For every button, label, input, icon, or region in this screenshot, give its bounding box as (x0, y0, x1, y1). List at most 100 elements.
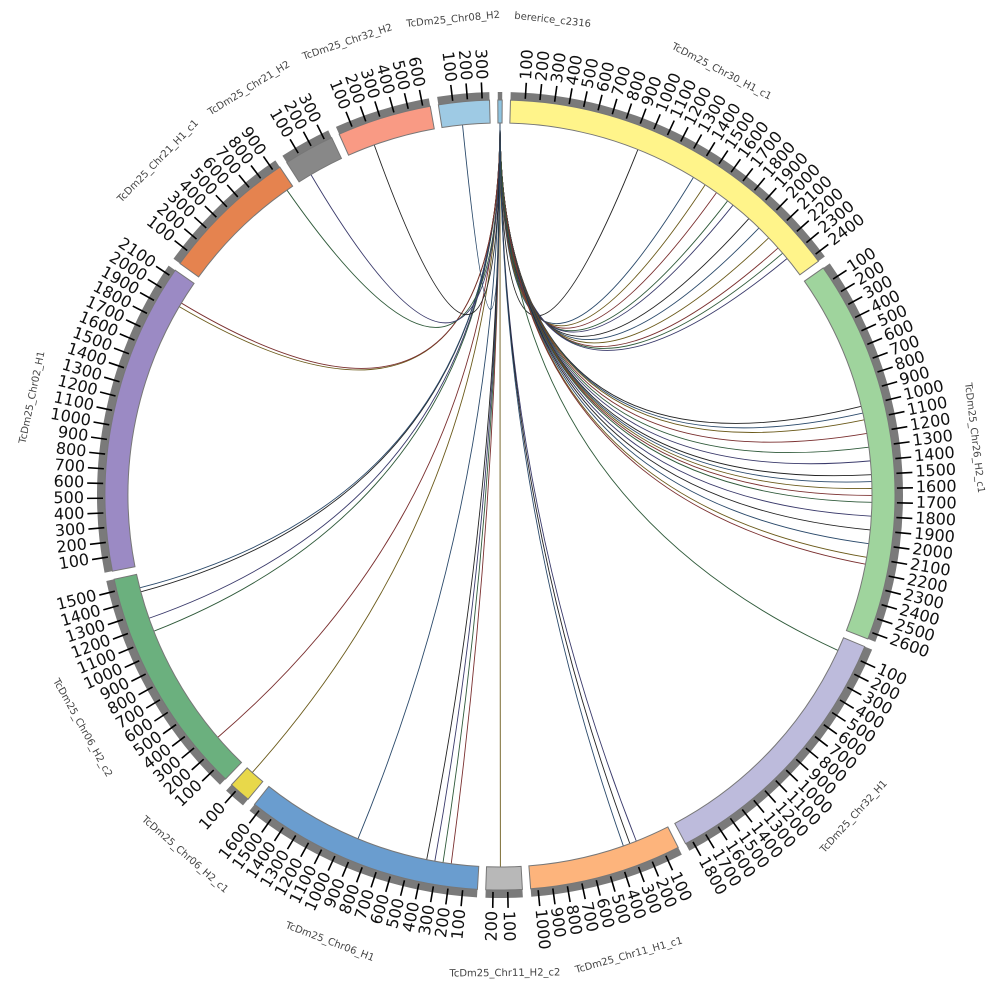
tick-mark (693, 134, 703, 149)
link-ribbon (373, 122, 501, 315)
tick-mark (895, 456, 912, 460)
tick-mark (125, 319, 141, 328)
tick-mark (88, 526, 105, 530)
link-ribbon (499, 122, 631, 844)
tick-mark (91, 556, 109, 561)
tick-mark (87, 512, 104, 515)
tick-mark (262, 156, 274, 171)
segment-label: TcDm25_Chr26_H2_c1 (962, 381, 986, 493)
ideogram-bererice_c2316[interactable] (497, 99, 503, 124)
tick-mark (171, 735, 186, 747)
tick-label: 100 (516, 49, 537, 81)
ideogram-TcDm25_Chr21_H2[interactable] (286, 136, 343, 183)
link-ribbon (499, 122, 760, 340)
segment-label: TcDm25_Chr02_H1 (17, 350, 47, 445)
link-ribbon (426, 122, 501, 860)
tick-mark (480, 82, 483, 99)
tick-mark (204, 205, 217, 218)
tick-mark (609, 876, 616, 892)
tick-mark (273, 827, 284, 842)
ideogram-scale-band (282, 130, 332, 163)
tick-mark (832, 269, 847, 280)
tick-mark (786, 208, 799, 222)
tick-mark (718, 150, 729, 165)
link-ribbon (499, 122, 637, 842)
tick-mark (119, 333, 135, 341)
tick-mark (118, 646, 134, 655)
tick-mark (385, 876, 391, 893)
tick-mark (805, 231, 820, 244)
tick-mark (132, 305, 148, 315)
links-layer (139, 122, 873, 868)
tick-mark (847, 295, 863, 306)
ideogram-TcDm25_Chr11_H2_c2[interactable] (485, 865, 523, 891)
tick-label: 400 (53, 503, 84, 523)
ideogram-TcDm25_Chr08_H2[interactable] (437, 99, 491, 129)
ideogram-TcDm25_Chr02_H1[interactable] (104, 269, 195, 572)
ideogram-TcDm25_Chr21_H1_c1[interactable] (179, 166, 294, 278)
segment-label: TcDm25_Chr11_H2_c2 (448, 967, 560, 979)
tick-label: 1700 (916, 493, 957, 513)
tick-label: 700 (54, 455, 86, 476)
tick-mark (839, 699, 855, 709)
tick-mark (374, 101, 381, 117)
ideogram-TcDm25_Chr06_H2_c1[interactable] (230, 767, 264, 800)
tick-mark (651, 861, 660, 877)
tick-mark (90, 436, 108, 441)
tick-mark (639, 108, 647, 124)
tick-mark (861, 323, 877, 332)
tick-mark (846, 686, 862, 696)
ideogram-TcDm25_Chr32_H2[interactable] (338, 105, 435, 156)
tick-mark (881, 380, 898, 387)
tick-mark (174, 240, 188, 252)
link-ribbon (499, 122, 624, 847)
tick-label: 100 (447, 908, 469, 940)
tick-mark (147, 278, 162, 289)
ideogram-TcDm25_Chr32_H1[interactable] (674, 637, 866, 845)
tick-mark (611, 98, 618, 115)
link-ribbon (357, 122, 501, 839)
link-ribbon (499, 122, 779, 347)
tick-mark (399, 880, 406, 897)
tick-mark (896, 516, 913, 520)
tick-mark (775, 197, 789, 211)
tick-label: 800 (55, 438, 87, 460)
ideogram-TcDm25_Chr30_H1_c1[interactable] (509, 99, 820, 276)
tick-label: 100 (500, 911, 520, 942)
tick-label: 1900 (913, 524, 955, 547)
tick-label: 600 (53, 472, 84, 492)
ideogram-TcDm25_Chr06_H2_c2[interactable] (113, 573, 243, 780)
tick-mark (730, 158, 742, 173)
tick-mark (370, 871, 377, 888)
tick-mark (866, 337, 883, 346)
tick-mark (888, 575, 905, 581)
tick-mark (215, 194, 228, 208)
ideogram-TcDm25_Chr06_H1[interactable] (253, 785, 480, 890)
tick-mark (795, 758, 809, 771)
tick-mark (764, 790, 777, 804)
ideogram-scale-band (226, 784, 249, 806)
tick-mark (139, 291, 155, 302)
tick-mark (341, 861, 350, 878)
ideogram-TcDm25_Chr11_H1_c1[interactable] (528, 826, 679, 890)
tick-mark (552, 888, 556, 905)
tick-mark (853, 673, 869, 683)
tick-mark (823, 724, 838, 735)
tick-mark (429, 886, 435, 903)
tick-label: 300 (547, 51, 570, 84)
tick-mark (89, 541, 106, 546)
tick-mark (581, 883, 587, 900)
tick-mark (261, 818, 272, 833)
tick-mark (881, 603, 898, 610)
link-ribbon (181, 122, 501, 369)
ticks-layer: 1002003004005006007008009001000110012001… (49, 48, 957, 950)
ideogram-TcDm25_Chr26_H2_c1[interactable] (803, 267, 896, 640)
tick-mark (145, 699, 161, 709)
tick-mark (831, 711, 846, 722)
tick-mark (742, 167, 754, 182)
tick-mark (193, 216, 207, 229)
tick-mark (765, 187, 777, 201)
tick-mark (289, 138, 299, 154)
segment-label: bererice_c2316 (514, 11, 592, 30)
tick-label: 300 (415, 903, 439, 936)
